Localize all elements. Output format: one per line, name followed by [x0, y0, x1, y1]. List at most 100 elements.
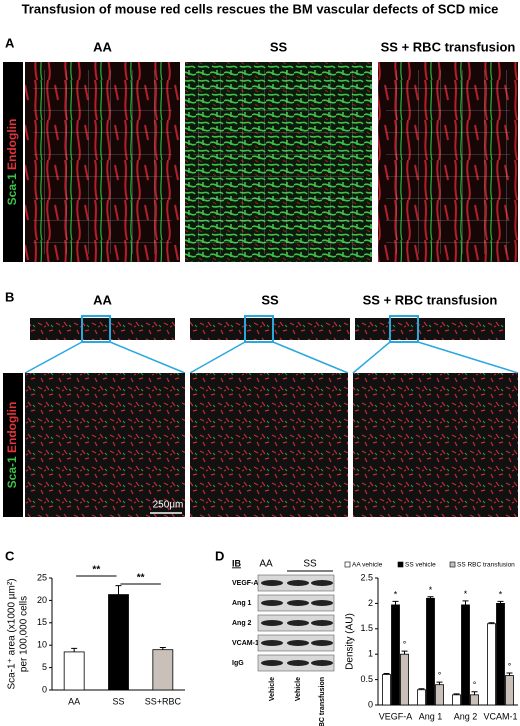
- stain-strip: [3, 62, 23, 262]
- column-label: SS + RBC transfusion: [381, 39, 516, 54]
- panel-label: D: [215, 548, 224, 563]
- error-bar: [383, 673, 390, 675]
- y-tick-label: 1.5: [360, 623, 373, 633]
- lane-label: Vehicle: [269, 677, 276, 701]
- bar: [63, 651, 85, 691]
- x-tick-label: Ang 2: [454, 711, 478, 721]
- legend-swatch: [344, 561, 351, 568]
- significance: *: [464, 589, 468, 599]
- bar: [152, 649, 174, 691]
- zoom-line: [109, 341, 186, 374]
- stain-green: Sca-1: [5, 456, 19, 488]
- x-tick-label: VEGF-A: [379, 711, 413, 721]
- error-bar: [488, 622, 495, 624]
- x-tick-label: Ang 1: [419, 711, 443, 721]
- overview-strip: [190, 318, 350, 340]
- zoom-line: [24, 341, 83, 374]
- y-tick-label: 25: [37, 572, 47, 582]
- image-grid: [33, 70, 172, 254]
- significance: °: [508, 661, 512, 671]
- blot-heading: IB: [232, 558, 242, 568]
- legend-label: AA vehicle: [352, 562, 383, 569]
- lane-label: RBC transfusion: [319, 677, 326, 726]
- significance: *: [394, 590, 398, 600]
- zoom-line: [352, 341, 391, 374]
- significance: °: [473, 680, 477, 690]
- y-tick-label: 2: [368, 598, 373, 608]
- band: [311, 580, 333, 586]
- blot-row-label: IgG: [232, 660, 244, 667]
- legend-swatch: [449, 561, 456, 568]
- legend-label: SS vehicle: [405, 562, 436, 569]
- group-label: AA: [259, 559, 273, 570]
- error-bar: [436, 681, 443, 685]
- band: [261, 580, 283, 586]
- x-tick-label: VCAM-1: [483, 711, 517, 721]
- scale-bar-label: 250μm: [153, 500, 184, 511]
- blot-row-label: Ang 2: [232, 620, 252, 627]
- y-axis-label: Density (AU): [345, 613, 356, 670]
- significance: °: [403, 640, 407, 650]
- zoom-line: [272, 341, 349, 374]
- bar: [108, 594, 129, 691]
- panel-label: B: [5, 289, 14, 304]
- stain-red: Endoglin: [5, 402, 19, 453]
- legend-swatch: [397, 561, 404, 568]
- band: [287, 600, 309, 606]
- image: [190, 373, 348, 517]
- legend-label: SS RBC transfusion: [457, 562, 515, 569]
- y-tick-label: 0.5: [360, 674, 373, 684]
- blot-row-label: VEGF-A: [232, 580, 258, 587]
- error-bar: [418, 688, 425, 690]
- blot-row-label: Ang 1: [232, 600, 252, 607]
- y-tick-label: 5: [42, 662, 47, 672]
- bar: [382, 674, 391, 706]
- column-label: SS: [270, 39, 288, 54]
- significance: *: [429, 585, 433, 595]
- column-label: AA: [93, 39, 112, 54]
- bar: [391, 604, 400, 706]
- significance: **: [137, 573, 145, 584]
- band: [287, 640, 309, 646]
- panel-label: A: [5, 35, 15, 50]
- overview-strip: [355, 318, 505, 340]
- bar: [426, 597, 435, 706]
- significance: °: [438, 671, 442, 681]
- bar: [487, 623, 496, 706]
- stain-label: Sca-1 Endoglin: [5, 402, 19, 489]
- y-tick-label: 0: [368, 699, 373, 709]
- x-tick-label: SS: [112, 696, 124, 706]
- bar: [400, 653, 409, 706]
- y-axis-label: Sca-1⁺ area (x1000 µm²): [7, 578, 18, 689]
- y-tick-label: 15: [37, 617, 47, 627]
- column-label: SS + RBC transfusion: [363, 292, 498, 307]
- error-bar: [497, 600, 504, 604]
- error-bar: [392, 600, 399, 605]
- lane-label: Vehicle: [295, 677, 302, 701]
- image-grid: [193, 70, 364, 254]
- y-tick-label: 20: [37, 595, 47, 605]
- bar: [461, 604, 470, 706]
- error-bar: [159, 646, 166, 650]
- image: [25, 373, 185, 517]
- zoom-box: [81, 315, 111, 343]
- band: [261, 640, 283, 646]
- band: [287, 580, 309, 586]
- error-bar: [71, 647, 78, 652]
- band: [311, 660, 333, 666]
- zoom-box: [244, 315, 274, 343]
- bar: [505, 675, 514, 706]
- y-tick-label: 2.5: [360, 572, 373, 582]
- band: [311, 640, 333, 646]
- image: [353, 373, 518, 517]
- error-bar: [427, 596, 434, 599]
- bar: [470, 694, 479, 706]
- error-bar: [471, 691, 478, 695]
- band: [287, 620, 309, 626]
- band: [287, 660, 309, 666]
- band: [261, 600, 283, 606]
- stain-green: Sca-1: [5, 173, 19, 205]
- zoom-line: [189, 341, 246, 374]
- error-bar: [453, 693, 460, 695]
